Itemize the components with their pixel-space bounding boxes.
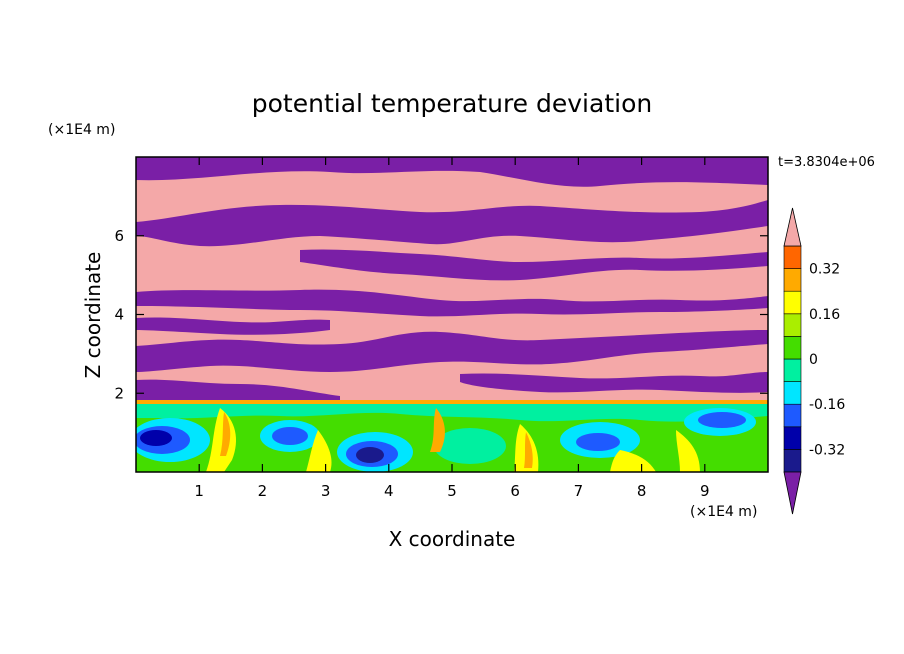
field-band [136,379,340,403]
colorbar-swatch [783,358,802,382]
colorbar-tick-label: 0.16 [809,307,840,323]
x-tick-label: 7 [574,482,584,500]
colorbar-swatch [783,403,802,428]
field-band [610,450,656,472]
y-axis-label: Z coordinate [81,252,105,379]
colorbar-swatch [783,336,802,360]
field-band [698,412,746,428]
colorbar-swatch [783,268,802,292]
x-tick-label: 2 [258,482,268,500]
colorbar-tick-label: 0.32 [809,262,840,278]
chart-title: potential temperature deviation [252,89,652,118]
field-band [136,330,768,372]
field-band [430,408,445,452]
y-tick-label: 2 [114,384,124,402]
y-tick-label: 6 [114,227,124,245]
x-axis-label: X coordinate [389,527,516,551]
colorbar-swatch [783,313,802,337]
field-band [460,372,768,393]
colorbar: -0.32 -0.16 0 0.16 0.32 [783,207,845,515]
x-tick-label: 5 [447,482,457,500]
colorbar-over-arrow [783,207,802,247]
field-band [272,427,308,445]
field-band [676,430,700,472]
colorbar-tick-label: -0.32 [809,442,845,458]
x-tick-label: 6 [510,482,520,500]
x-tick-label: 1 [194,482,204,500]
x-tick-label: 8 [637,482,647,500]
x-tick-label: 4 [384,482,394,500]
y-tick-label: 4 [114,306,124,324]
field-band [136,400,768,404]
field-band [136,157,768,187]
x-tick-label: 9 [700,482,710,500]
field-band [524,432,533,468]
y-axis: 2 4 6 [114,227,768,402]
field-band [576,433,620,451]
colorbar-swatch [783,381,802,405]
field-band [220,412,231,456]
field-band [140,430,172,446]
upper-layer-background [136,157,768,403]
field-band [136,200,768,247]
colorbar-swatch [783,245,802,269]
colorbar-swatch [783,290,802,315]
colorbar-swatch [783,449,802,473]
x-tick-label: 3 [321,482,331,500]
y-unit-label: (×1E4 m) [48,122,115,138]
colorbar-tick-label: 0 [809,352,818,368]
time-label: t=3.8304e+06 [778,155,875,170]
colorbar-tick-label: -0.16 [809,397,845,413]
field-band [136,289,768,317]
field-band [136,317,330,335]
field-band [434,428,506,464]
field-band [136,403,768,422]
colorbar-swatch [783,426,802,450]
x-unit-label: (×1E4 m) [690,504,757,520]
colorbar-under-arrow [783,471,802,515]
heatmap-field [136,157,768,472]
field-band [300,249,768,281]
field-band [306,430,332,472]
field-band [356,447,384,463]
x-axis: 1 2 3 4 5 6 7 8 9 [194,157,710,500]
